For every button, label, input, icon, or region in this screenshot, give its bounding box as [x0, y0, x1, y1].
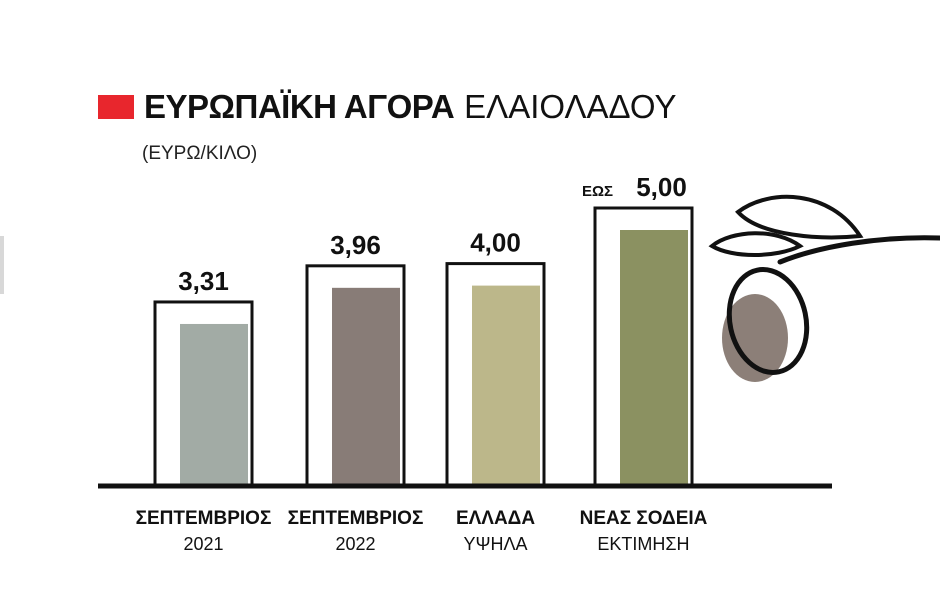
category-label: ΕΛΛΑΔΑ	[456, 508, 535, 529]
bar-value-label: 4,00	[470, 228, 521, 258]
bar-value-label: 5,00	[636, 172, 687, 202]
category-sublabel: 2021	[183, 534, 223, 554]
bar-value-label: 3,96	[330, 230, 381, 260]
bar	[332, 287, 400, 484]
category-sublabel: 2022	[335, 534, 375, 554]
category-label: ΣΕΠΤΕΜΒΡΙΟΣ	[136, 508, 272, 529]
bar	[180, 323, 248, 484]
chart-title: ΕΥΡΩΠΑΪΚΗ ΑΓΟΡΑ ΕΛΑΙΟΛΑΔΟΥ	[98, 88, 677, 126]
edge-mark	[0, 236, 4, 294]
bar-value-prefix: ΕΩΣ	[582, 183, 613, 200]
chart-unit-label: (ΕΥΡΩ/ΚΙΛΟ)	[142, 143, 258, 164]
category-sublabel: ΥΨΗΛΑ	[463, 534, 527, 554]
title-accent-square	[98, 95, 134, 119]
category-label: ΣΕΠΤΕΜΒΡΙΟΣ	[288, 508, 424, 529]
category-sublabel: ΕΚΤΙΜΗΣΗ	[597, 534, 689, 554]
bar-value-label: 3,31	[178, 266, 229, 296]
title-bold-text: ΕΥΡΩΠΑΪΚΗ ΑΓΟΡΑ	[144, 88, 455, 125]
title-light-text: ΕΛΑΙΟΛΑΔΟΥ	[464, 88, 677, 125]
bar	[472, 285, 540, 484]
category-label: ΝΕΑΣ ΣΟΔΕΙΑ	[580, 508, 708, 529]
olive-branch-icon	[708, 194, 940, 382]
bar	[620, 230, 688, 484]
